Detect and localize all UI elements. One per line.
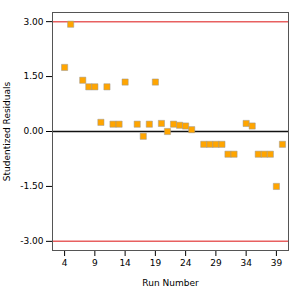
svg-text:9: 9 bbox=[92, 258, 98, 268]
svg-text:1.50: 1.50 bbox=[23, 71, 43, 81]
svg-text:Run Number: Run Number bbox=[142, 278, 199, 288]
svg-text:34: 34 bbox=[240, 258, 252, 268]
svg-text:0.00: 0.00 bbox=[23, 126, 43, 136]
svg-text:Studentized Residuals: Studentized Residuals bbox=[2, 81, 12, 181]
svg-text:39: 39 bbox=[271, 258, 283, 268]
svg-text:-1.50: -1.50 bbox=[20, 181, 44, 191]
svg-text:-3.00: -3.00 bbox=[20, 236, 44, 246]
svg-text:19: 19 bbox=[150, 258, 162, 268]
svg-text:4: 4 bbox=[62, 258, 68, 268]
svg-text:29: 29 bbox=[210, 258, 222, 268]
svg-text:14: 14 bbox=[119, 258, 131, 268]
svg-text:24: 24 bbox=[180, 258, 192, 268]
svg-text:3.00: 3.00 bbox=[23, 17, 43, 27]
